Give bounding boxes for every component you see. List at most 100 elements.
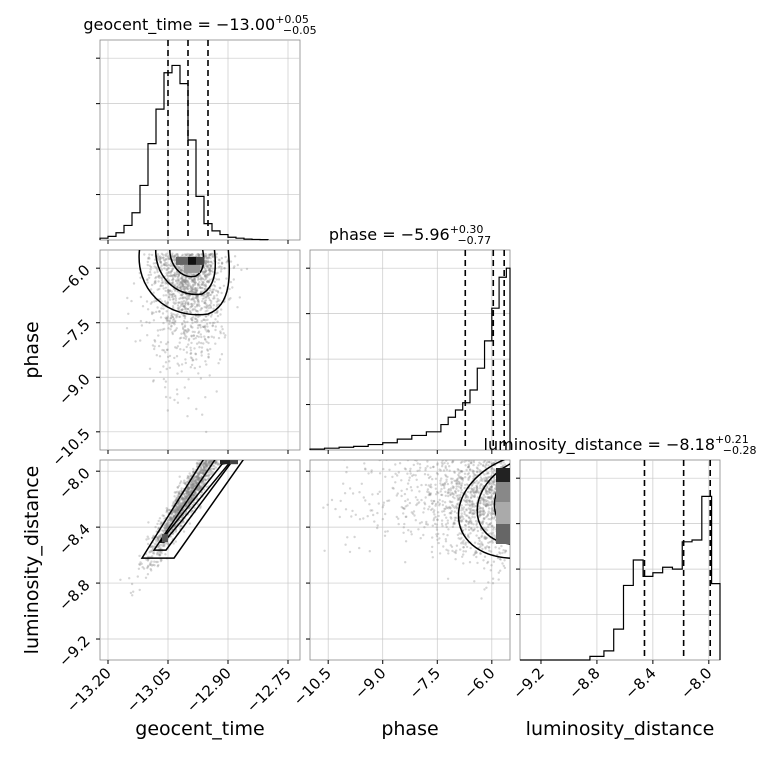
scatter-phase-luminosity_distance-point xyxy=(396,455,398,457)
scatter-geocent_time-luminosity_distance-point xyxy=(216,453,218,455)
scatter-geocent_time-luminosity_distance-point xyxy=(159,535,162,538)
scatter-geocent_time-luminosity_distance-point xyxy=(220,451,222,453)
scatter-geocent_time-phase-point xyxy=(182,305,186,308)
scatter-phase-luminosity_distance-point xyxy=(467,477,470,480)
scatter-phase-luminosity_distance-point xyxy=(479,476,483,479)
scatter-geocent_time-luminosity_distance-point xyxy=(149,567,152,571)
scatter-geocent_time-phase-point xyxy=(146,260,149,264)
scatter-phase-luminosity_distance-point xyxy=(435,526,438,529)
scatter-phase-luminosity_distance-point xyxy=(464,464,467,467)
scatter-phase-luminosity_distance-point xyxy=(470,460,473,463)
scatter-geocent_time-phase-point xyxy=(184,337,187,340)
scatter-geocent_time-luminosity_distance-point xyxy=(197,476,200,479)
scatter-phase-luminosity_distance-point xyxy=(386,499,389,503)
scatter-geocent_time-phase-point xyxy=(181,326,185,329)
scatter-phase-luminosity_distance-point xyxy=(478,539,481,542)
scatter-geocent_time-luminosity_distance-point xyxy=(150,564,154,567)
scatter-phase-luminosity_distance-point xyxy=(388,468,391,471)
scatter-phase-luminosity_distance-point xyxy=(470,521,473,524)
scatter-phase-luminosity_distance-point xyxy=(462,553,465,556)
scatter-phase-luminosity_distance-point xyxy=(404,515,407,519)
scatter-phase-luminosity_distance-point xyxy=(338,452,340,454)
scatter-geocent_time-phase-point xyxy=(176,265,179,268)
scatter-geocent_time-phase-point xyxy=(204,310,207,313)
scatter-phase-luminosity_distance-point xyxy=(430,550,434,554)
scatter-phase-luminosity_distance-point xyxy=(487,546,491,549)
scatter-geocent_time-phase-point xyxy=(209,266,212,269)
scatter-geocent_time-luminosity_distance-point xyxy=(151,536,154,540)
scatter-phase-luminosity_distance-point xyxy=(486,476,490,479)
scatter-geocent_time-luminosity_distance-point xyxy=(162,542,165,546)
scatter-geocent_time-phase-point xyxy=(180,277,183,281)
scatter-geocent_time-luminosity_distance-point xyxy=(172,502,175,505)
scatter-phase-luminosity_distance-point xyxy=(412,473,415,477)
scatter-geocent_time-luminosity_distance-point xyxy=(151,546,154,549)
scatter-phase-luminosity_distance-point xyxy=(351,509,354,513)
scatter-geocent_time-luminosity_distance-point xyxy=(158,553,161,557)
scatter-geocent_time-phase-point xyxy=(162,287,165,290)
scatter-geocent_time-luminosity_distance-point xyxy=(216,450,218,452)
scatter-geocent_time-luminosity_distance-point xyxy=(162,530,165,533)
scatter-geocent_time-luminosity_distance-point xyxy=(181,496,184,499)
scatter-phase-luminosity_distance-point xyxy=(484,504,487,507)
scatter-phase-luminosity_distance-point xyxy=(466,490,470,494)
scatter-phase-luminosity_distance-point xyxy=(378,472,382,475)
scatter-geocent_time-phase-point xyxy=(205,254,208,258)
scatter-geocent_time-phase-point xyxy=(165,319,169,322)
scatter-phase-luminosity_distance-point xyxy=(449,506,452,509)
scatter-phase-luminosity_distance-point xyxy=(488,460,491,464)
scatter-geocent_time-luminosity_distance-point xyxy=(183,481,187,485)
scatter-phase-luminosity_distance-point xyxy=(439,490,442,493)
scatter-geocent_time-luminosity_distance-point xyxy=(204,460,207,461)
scatter-phase-luminosity_distance-point xyxy=(482,517,486,520)
scatter-phase-luminosity_distance-point xyxy=(458,532,461,535)
scatter-geocent_time-phase-point xyxy=(182,280,185,283)
scatter-geocent_time-luminosity_distance-point xyxy=(146,573,150,576)
scatter-geocent_time-phase-point xyxy=(207,306,211,310)
scatter-phase-luminosity_distance-point xyxy=(469,456,471,458)
scatter-geocent_time-phase-point xyxy=(178,268,181,271)
scatter-geocent_time-phase-point xyxy=(154,299,158,302)
scatter-geocent_time-phase-point xyxy=(202,271,205,275)
scatter-phase-luminosity_distance-point xyxy=(472,495,475,498)
scatter-phase-luminosity_distance-point xyxy=(492,490,496,493)
scatter-phase-luminosity_distance-point xyxy=(454,516,458,519)
scatter-phase-luminosity_distance-point xyxy=(458,455,460,457)
scatter-geocent_time-phase-point xyxy=(236,306,239,309)
scatter-geocent_time-phase-point xyxy=(183,325,187,328)
scatter-phase-luminosity_distance-point xyxy=(499,552,502,555)
scatter-geocent_time-phase-point xyxy=(148,321,151,324)
scatter-geocent_time-phase-point xyxy=(220,262,224,265)
scatter-geocent_time-luminosity_distance-point xyxy=(208,473,212,476)
scatter-geocent_time-phase-point xyxy=(186,330,190,333)
scatter-phase-luminosity_distance-point xyxy=(482,499,485,502)
scatter-phase-luminosity_distance-point xyxy=(471,512,474,515)
scatter-geocent_time-phase-point xyxy=(223,336,226,339)
scatter-geocent_time-luminosity_distance-point xyxy=(204,469,208,472)
scatter-geocent_time-phase-point xyxy=(167,288,170,292)
scatter-phase-luminosity_distance-point xyxy=(455,503,459,506)
scatter-phase-luminosity_distance-point xyxy=(497,571,500,574)
scatter-phase-luminosity_distance-point xyxy=(500,462,503,465)
scatter-geocent_time-phase-point xyxy=(214,311,217,314)
scatter-geocent_time-luminosity_distance-point xyxy=(208,461,211,464)
scatter-geocent_time-phase-point xyxy=(139,339,142,342)
scatter-phase-luminosity_distance-point xyxy=(358,491,361,494)
scatter-geocent_time-phase-point xyxy=(197,330,201,333)
scatter-phase-luminosity_distance-point xyxy=(459,470,463,473)
scatter-geocent_time-phase-point xyxy=(192,291,196,294)
scatter-geocent_time-phase-point xyxy=(216,320,219,323)
scatter-geocent_time-phase-point xyxy=(160,252,164,255)
scatter-phase-luminosity_distance-point xyxy=(492,492,496,495)
scatter-phase-luminosity_distance-point xyxy=(462,546,465,549)
scatter-geocent_time-phase-point xyxy=(215,289,218,292)
scatter-geocent_time-phase-point xyxy=(174,328,177,332)
scatter-geocent_time-luminosity_distance-point xyxy=(178,506,181,510)
scatter-geocent_time-phase-point xyxy=(180,282,184,285)
scatter-phase-luminosity_distance-point xyxy=(469,507,473,510)
scatter-phase-luminosity_distance-point xyxy=(475,534,478,537)
scatter-phase-luminosity_distance-point xyxy=(446,456,448,458)
scatter-geocent_time-phase-point xyxy=(207,291,210,294)
scatter-geocent_time-phase-point xyxy=(179,286,182,289)
